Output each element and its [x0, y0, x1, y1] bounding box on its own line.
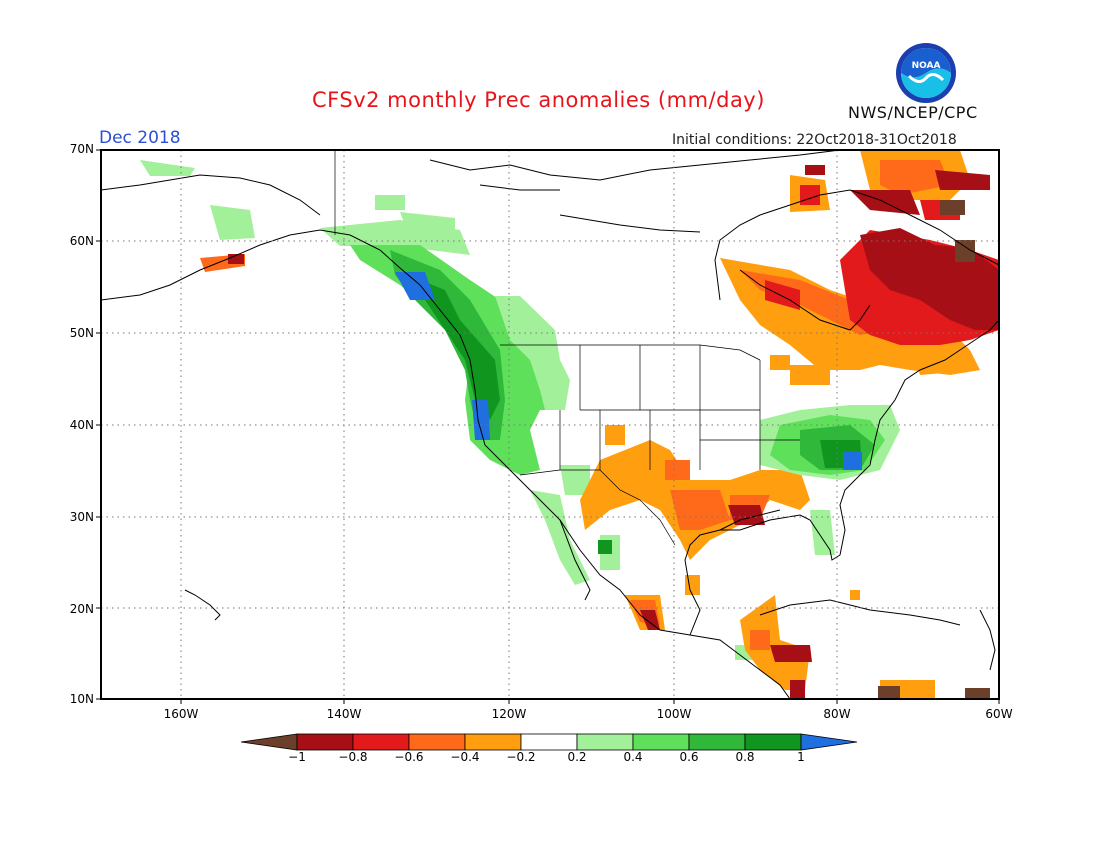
forecast-month: Dec 2018 [99, 128, 181, 148]
lon-label-80w: 80W [823, 707, 851, 721]
colorbar-label: −0.4 [450, 750, 480, 764]
lon-label-140w: 140W [326, 707, 362, 721]
colorbar-swatch [296, 733, 354, 751]
colorbar-label: 0.6 [679, 750, 699, 764]
colorbar-arrow-low [240, 733, 298, 751]
colorbar-swatch [408, 733, 466, 751]
lat-label-30n: 30N [69, 510, 94, 524]
lat-label-70n: 70N [69, 142, 94, 156]
noaa-logo: NOAA [896, 43, 956, 103]
colorbar-label: −0.6 [394, 750, 424, 764]
colorbar-label: 0.4 [623, 750, 643, 764]
anomaly-dry-arctic-east [790, 150, 990, 220]
colorbar-swatch [744, 733, 802, 751]
lon-label-160w: 160W [163, 707, 199, 721]
colorbar-swatch [632, 733, 690, 751]
lon-label-100w: 100W [656, 707, 692, 721]
colorbar-label: 0.2 [567, 750, 587, 764]
lat-label-40n: 40N [69, 418, 94, 432]
colorbar-label: 1 [797, 750, 805, 764]
anomaly-wet-southeast [760, 405, 900, 480]
anomaly-field [140, 150, 999, 699]
lat-label-50n: 50N [69, 326, 94, 340]
colorbar-label: −0.8 [338, 750, 368, 764]
logo-text: NOAA [912, 61, 941, 71]
colorbar-swatch [688, 733, 746, 751]
colorbar-swatch [520, 733, 578, 751]
lat-label-20n: 20N [69, 602, 94, 616]
lon-label-60w: 60W [985, 707, 1013, 721]
graticule [101, 150, 999, 699]
lat-label-10n: 10N [69, 692, 94, 706]
colorbar-swatch [464, 733, 522, 751]
anomaly-wet-alaska [140, 160, 470, 255]
anomaly-dry-eastern-canada [720, 228, 999, 385]
lat-label-60n: 60N [69, 234, 94, 248]
political-borders [334, 150, 800, 546]
initial-conditions: Initial conditions: 22Oct2018-31Oct2018 [672, 132, 957, 148]
colorbar-label: −1 [288, 750, 306, 764]
colorbar-label: −0.2 [506, 750, 536, 764]
anomaly-dry-central-america [625, 595, 990, 699]
coastlines [101, 150, 999, 699]
colorbar [240, 733, 858, 751]
colorbar-swatch [576, 733, 634, 751]
map-title: CFSv2 monthly Prec anomalies (mm/day) [312, 88, 765, 112]
anomaly-dry-southern-plains [580, 425, 860, 600]
colorbar-swatch [352, 733, 410, 751]
agency-label: NWS/NCEP/CPC [848, 103, 978, 122]
anomaly-wet-pacific-nw [350, 245, 590, 495]
lon-label-120w: 120W [491, 707, 527, 721]
map-frame [100, 149, 1000, 700]
colorbar-label: 0.8 [735, 750, 755, 764]
colorbar-arrow-high [800, 733, 858, 751]
